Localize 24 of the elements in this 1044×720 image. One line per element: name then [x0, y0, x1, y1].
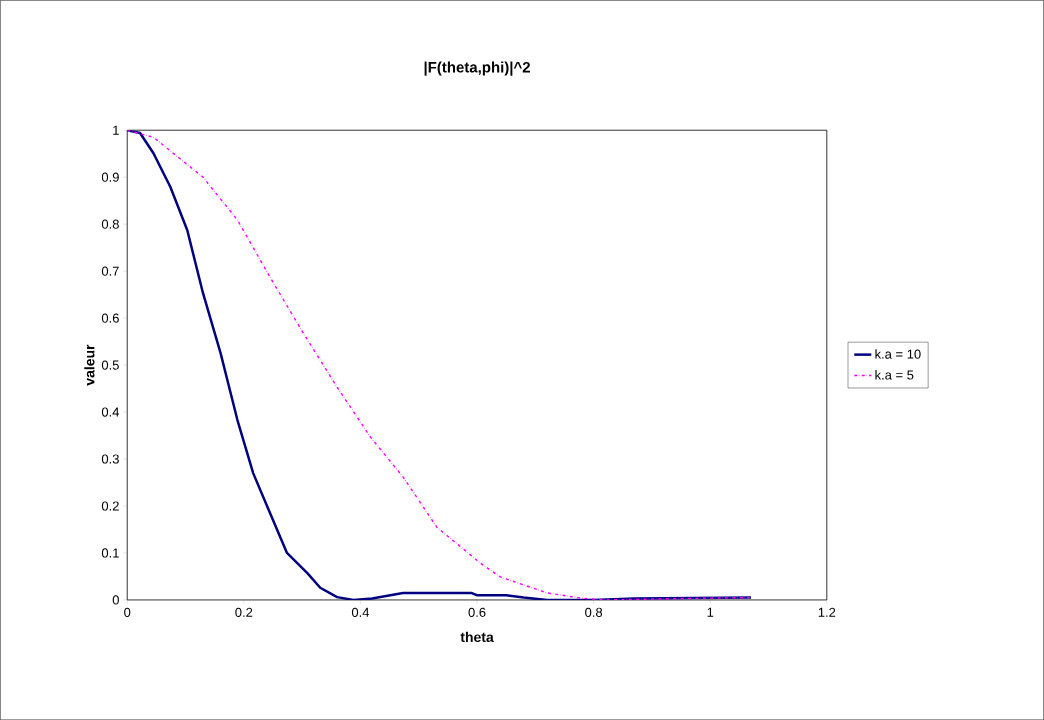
x-tick-label: 0.2	[235, 607, 253, 617]
chart-title: |F(theta,phi)|^2	[424, 61, 530, 76]
y-tick-label: 0.3	[101, 454, 119, 464]
y-tick-label: 0.4	[101, 407, 120, 417]
line-series	[127, 130, 753, 600]
y-tick-label: 0.6	[101, 313, 119, 323]
legend-label: k.a = 10	[875, 349, 921, 359]
x-tick-label: 0.4	[351, 607, 370, 617]
y-tick-label: 0.1	[101, 548, 119, 558]
y-tick-label: 0.7	[101, 266, 119, 276]
y-tick-label: 0.2	[101, 501, 119, 511]
y-axis-title: valeur	[84, 344, 95, 386]
x-axis-title: theta	[460, 631, 494, 642]
x-tick-label: 1	[707, 607, 714, 617]
y-tick-label: 0.5	[101, 360, 119, 370]
y-tick-label: 0.9	[101, 172, 119, 182]
y-tick-label: 0	[112, 595, 119, 605]
x-tick-label: 0	[124, 607, 131, 617]
y-tick-label: 0.8	[101, 219, 119, 229]
legend-label: k.a = 5	[875, 369, 914, 380]
x-tick-label: 0.8	[585, 607, 603, 617]
y-tick-label: 1	[113, 125, 119, 135]
x-tick-label: 1.2	[818, 607, 836, 617]
x-tick-label: 0.6	[468, 607, 486, 617]
